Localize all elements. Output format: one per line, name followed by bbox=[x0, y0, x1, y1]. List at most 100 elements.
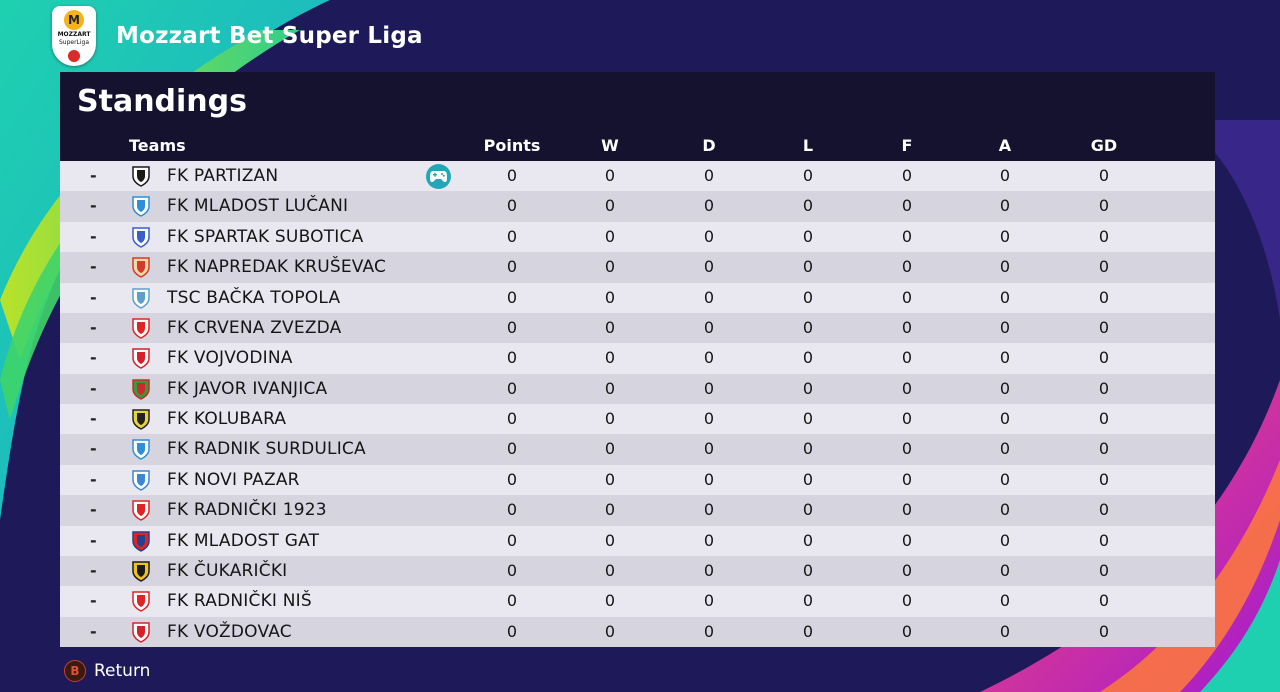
gd-cell: 0 bbox=[1098, 257, 1110, 277]
gd-cell: 0 bbox=[1098, 469, 1110, 489]
gd-cell: 0 bbox=[1098, 226, 1110, 246]
a-cell: 0 bbox=[999, 226, 1011, 246]
team-crest-icon bbox=[132, 166, 150, 187]
table-row[interactable]: - FK MLADOST GAT 0 0 0 0 0 0 0 bbox=[60, 525, 1215, 556]
points-cell: 0 bbox=[506, 226, 518, 246]
table-row[interactable]: - FK ČUKARIČKI 0 0 0 0 0 0 0 bbox=[60, 555, 1215, 587]
f-cell: 0 bbox=[901, 560, 913, 580]
d-cell: 0 bbox=[703, 348, 715, 368]
l-cell: 0 bbox=[802, 257, 814, 277]
team-name: FK PARTIZAN bbox=[167, 166, 279, 186]
table-row[interactable]: - FK RADNIČKI NIŠ 0 0 0 0 0 0 0 bbox=[60, 586, 1215, 617]
team-name: FK RADNIČKI NIŠ bbox=[167, 591, 312, 612]
l-cell: 0 bbox=[802, 166, 814, 185]
gd-cell: 0 bbox=[1098, 348, 1110, 368]
logo-text-top: MOZZART bbox=[57, 31, 91, 38]
w-cell: 0 bbox=[604, 409, 616, 428]
f-cell: 0 bbox=[901, 226, 913, 246]
w-cell: 0 bbox=[604, 591, 616, 611]
f-cell: 0 bbox=[901, 409, 913, 428]
table-row[interactable]: - FK CRVENA ZVEZDA 0 0 0 0 0 0 0 bbox=[60, 312, 1215, 344]
team-name: FK VOŽDOVAC bbox=[167, 621, 292, 642]
f-cell: 0 bbox=[901, 439, 913, 459]
column-header-l: L bbox=[802, 136, 814, 155]
points-cell: 0 bbox=[506, 257, 518, 277]
position-cell: - bbox=[90, 530, 97, 550]
team-crest-icon bbox=[132, 439, 150, 461]
points-cell: 0 bbox=[506, 500, 518, 520]
d-cell: 0 bbox=[703, 500, 715, 520]
team-name: FK MLADOST GAT bbox=[167, 530, 320, 551]
table-row[interactable]: - FK RADNIČKI 1923 0 0 0 0 0 0 0 bbox=[60, 495, 1215, 526]
table-row[interactable]: - FK MLADOST LUČANI 0 0 0 0 0 0 0 bbox=[60, 191, 1215, 222]
table-row[interactable]: - FK JAVOR IVANJICA 0 0 0 0 0 0 0 bbox=[60, 373, 1215, 404]
team-name: FK SPARTAK SUBOTICA bbox=[167, 226, 364, 247]
d-cell: 0 bbox=[703, 621, 715, 641]
a-cell: 0 bbox=[999, 257, 1011, 277]
f-cell: 0 bbox=[901, 196, 913, 216]
points-cell: 0 bbox=[506, 530, 518, 550]
a-cell: 0 bbox=[999, 621, 1011, 641]
gd-cell: 0 bbox=[1098, 560, 1110, 580]
position-cell: - bbox=[90, 621, 97, 641]
d-cell: 0 bbox=[703, 257, 715, 277]
d-cell: 0 bbox=[703, 226, 715, 246]
l-cell: 0 bbox=[802, 378, 814, 398]
position-cell: - bbox=[90, 317, 97, 337]
f-cell: 0 bbox=[901, 378, 913, 398]
position-cell: - bbox=[90, 226, 97, 246]
l-cell: 0 bbox=[802, 621, 814, 641]
gd-cell: 0 bbox=[1098, 287, 1110, 307]
league-logo: M MOZZART SuperLiga bbox=[52, 6, 96, 66]
f-cell: 0 bbox=[901, 257, 913, 277]
panel-header: Standings Teams Points W D L F A GD bbox=[60, 72, 1215, 161]
return-button[interactable]: B Return bbox=[64, 660, 150, 682]
table-row[interactable]: - FK NAPREDAK KRUŠEVAC 0 0 0 0 0 0 0 bbox=[60, 252, 1215, 283]
points-cell: 0 bbox=[506, 591, 518, 611]
points-cell: 0 bbox=[506, 348, 518, 368]
position-cell: - bbox=[90, 287, 97, 307]
w-cell: 0 bbox=[604, 621, 616, 641]
l-cell: 0 bbox=[802, 469, 814, 489]
gd-cell: 0 bbox=[1098, 196, 1110, 216]
gd-cell: 0 bbox=[1098, 530, 1110, 550]
table-row[interactable]: - FK SPARTAK SUBOTICA 0 0 0 0 0 0 0 bbox=[60, 221, 1215, 253]
points-cell: 0 bbox=[506, 378, 518, 398]
position-cell: - bbox=[90, 591, 97, 611]
f-cell: 0 bbox=[901, 469, 913, 489]
team-name: FK VOJVODINA bbox=[167, 348, 293, 369]
table-row[interactable]: - FK VOŽDOVAC 0 0 0 0 0 0 0 bbox=[60, 616, 1215, 647]
w-cell: 0 bbox=[604, 317, 616, 337]
table-row[interactable]: - TSC BAČKA TOPOLA 0 0 0 0 0 0 0 bbox=[60, 282, 1215, 313]
position-cell: - bbox=[90, 500, 97, 520]
table-row[interactable]: - FK PARTIZAN 0 0 0 0 0 0 0 bbox=[60, 161, 1215, 192]
position-cell: - bbox=[90, 166, 97, 185]
table-row[interactable]: - FK RADNIK SURDULICA 0 0 0 0 0 0 0 bbox=[60, 434, 1215, 465]
table-row[interactable]: - FK VOJVODINA 0 0 0 0 0 0 0 bbox=[60, 343, 1215, 374]
a-cell: 0 bbox=[999, 348, 1011, 368]
column-header-f: F bbox=[901, 136, 913, 155]
a-cell: 0 bbox=[999, 560, 1011, 580]
f-cell: 0 bbox=[901, 348, 913, 368]
w-cell: 0 bbox=[604, 348, 616, 368]
team-crest-icon bbox=[132, 257, 150, 278]
d-cell: 0 bbox=[703, 591, 715, 611]
logo-text-bottom: SuperLiga bbox=[58, 39, 90, 46]
f-cell: 0 bbox=[901, 317, 913, 337]
position-cell: - bbox=[90, 560, 97, 580]
a-cell: 0 bbox=[999, 530, 1011, 550]
a-cell: 0 bbox=[999, 469, 1011, 489]
l-cell: 0 bbox=[802, 439, 814, 459]
position-cell: - bbox=[90, 409, 97, 428]
team-crest-icon bbox=[132, 378, 150, 400]
position-cell: - bbox=[90, 439, 97, 459]
column-header-a: A bbox=[998, 136, 1012, 155]
league-title: Mozzart Bet Super Liga bbox=[116, 23, 423, 49]
points-cell: 0 bbox=[506, 196, 518, 216]
f-cell: 0 bbox=[901, 500, 913, 520]
a-cell: 0 bbox=[999, 166, 1011, 185]
team-crest-icon bbox=[132, 287, 150, 309]
table-row[interactable]: - FK NOVI PAZAR 0 0 0 0 0 0 0 bbox=[60, 464, 1215, 496]
position-cell: - bbox=[90, 196, 97, 216]
table-row[interactable]: - FK KOLUBARA 0 0 0 0 0 0 0 bbox=[60, 404, 1215, 435]
